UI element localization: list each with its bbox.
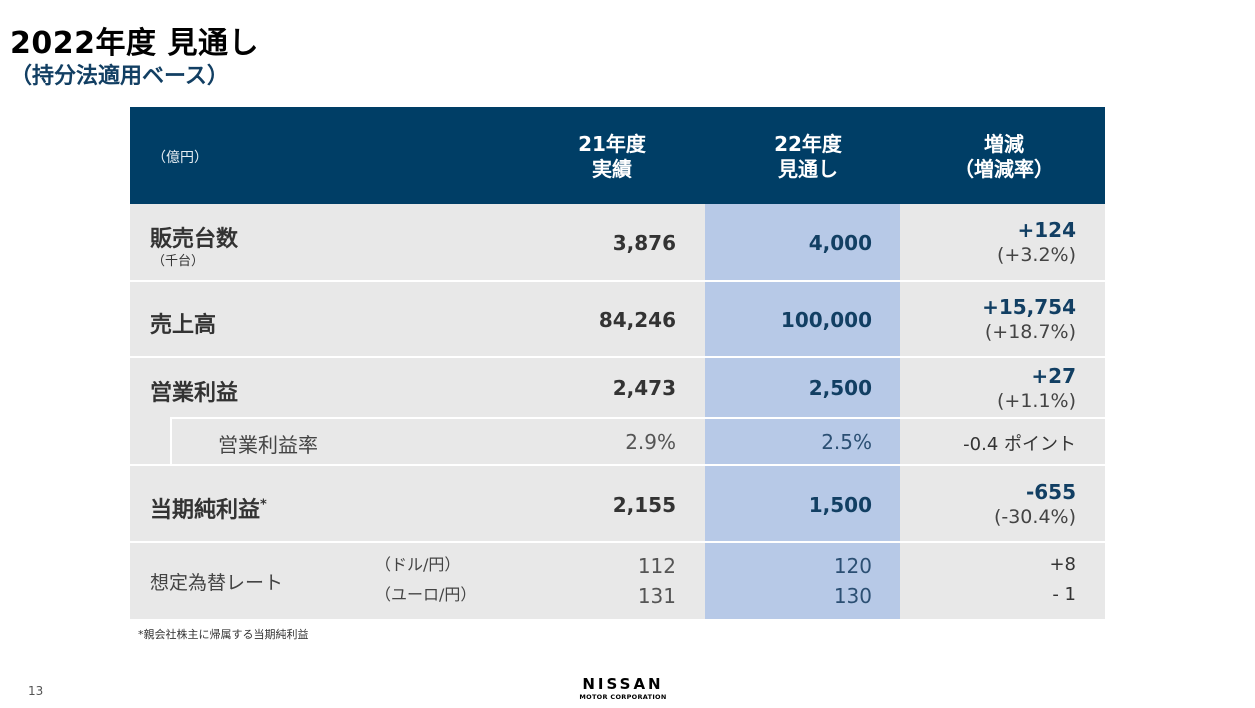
value-fy21: 2,155 xyxy=(612,493,676,517)
row-divider xyxy=(130,356,1105,358)
row-label: 販売台数 xyxy=(150,227,239,252)
nissan-logo: NISSAN MOTOR CORPORATION xyxy=(579,675,667,701)
value-fy22: 1,500 xyxy=(808,493,872,517)
value-fy22: 100,000 xyxy=(780,308,872,332)
row-divider xyxy=(130,541,1105,543)
fx-eur-fy22: 130 xyxy=(833,584,872,608)
value-fy21: 2.9% xyxy=(625,430,676,454)
value-fy22: 4,000 xyxy=(808,231,872,255)
forecast-column-highlight xyxy=(705,204,900,619)
change-cell: +27 (+1.1%) xyxy=(996,364,1076,412)
fx-usd-fy22: 120 xyxy=(833,554,872,578)
header-fy21-actual: 21年度 実績 xyxy=(578,132,646,181)
row-divider xyxy=(130,280,1105,282)
table-header: （億円） 21年度 実績 22年度 見通し 増減 （増減率） xyxy=(130,107,1105,204)
header-change: 増減 （増減率） xyxy=(954,132,1054,181)
fx-eur-fy21: 131 xyxy=(637,584,676,608)
row-label: 想定為替レート xyxy=(150,572,284,594)
page-subtitle: （持分法適用ベース） xyxy=(10,64,229,89)
value-fy21: 3,876 xyxy=(612,231,676,255)
row-label: 売上高 xyxy=(150,313,217,338)
fx-eur-label: （ユーロ/円） xyxy=(375,585,477,604)
table-body-background xyxy=(130,204,1105,619)
row-divider xyxy=(130,464,1105,466)
row-divider xyxy=(170,417,1105,419)
indent-divider xyxy=(170,417,172,465)
change-cell: -655 (-30.4%) xyxy=(993,480,1076,528)
row-label: 営業利益率 xyxy=(218,433,318,457)
row-sublabel: （千台） xyxy=(152,254,205,269)
value-fy22: 2,500 xyxy=(808,376,872,400)
value-fy21: 84,246 xyxy=(598,308,676,332)
change-cell: -0.4 ポイント xyxy=(963,434,1076,455)
row-label: 営業利益 xyxy=(150,381,239,406)
value-fy22: 2.5% xyxy=(821,430,872,454)
fx-usd-label: （ドル/円） xyxy=(375,555,461,574)
unit-label: （億円） xyxy=(152,150,208,166)
page-title: 2022年度 見通し xyxy=(10,26,259,61)
value-fy21: 2,473 xyxy=(612,376,676,400)
change-cell: +124 (+3.2%) xyxy=(996,218,1076,266)
footnote: *親会社株主に帰属する当期純利益 xyxy=(138,628,309,641)
row-label: 当期純利益* xyxy=(150,497,267,523)
footnote-mark: * xyxy=(260,497,267,513)
fx-usd-fy21: 112 xyxy=(637,554,676,578)
fx-eur-change: - 1 xyxy=(1052,584,1076,605)
change-cell: +15,754 (+18.7%) xyxy=(982,295,1076,343)
forecast-table: （億円） 21年度 実績 22年度 見通し 増減 （増減率） 販売台数 xyxy=(130,107,1105,619)
header-fy22-forecast: 22年度 見通し xyxy=(774,132,842,181)
page-number: 13 xyxy=(28,684,44,698)
fx-usd-change: +8 xyxy=(1049,554,1076,575)
